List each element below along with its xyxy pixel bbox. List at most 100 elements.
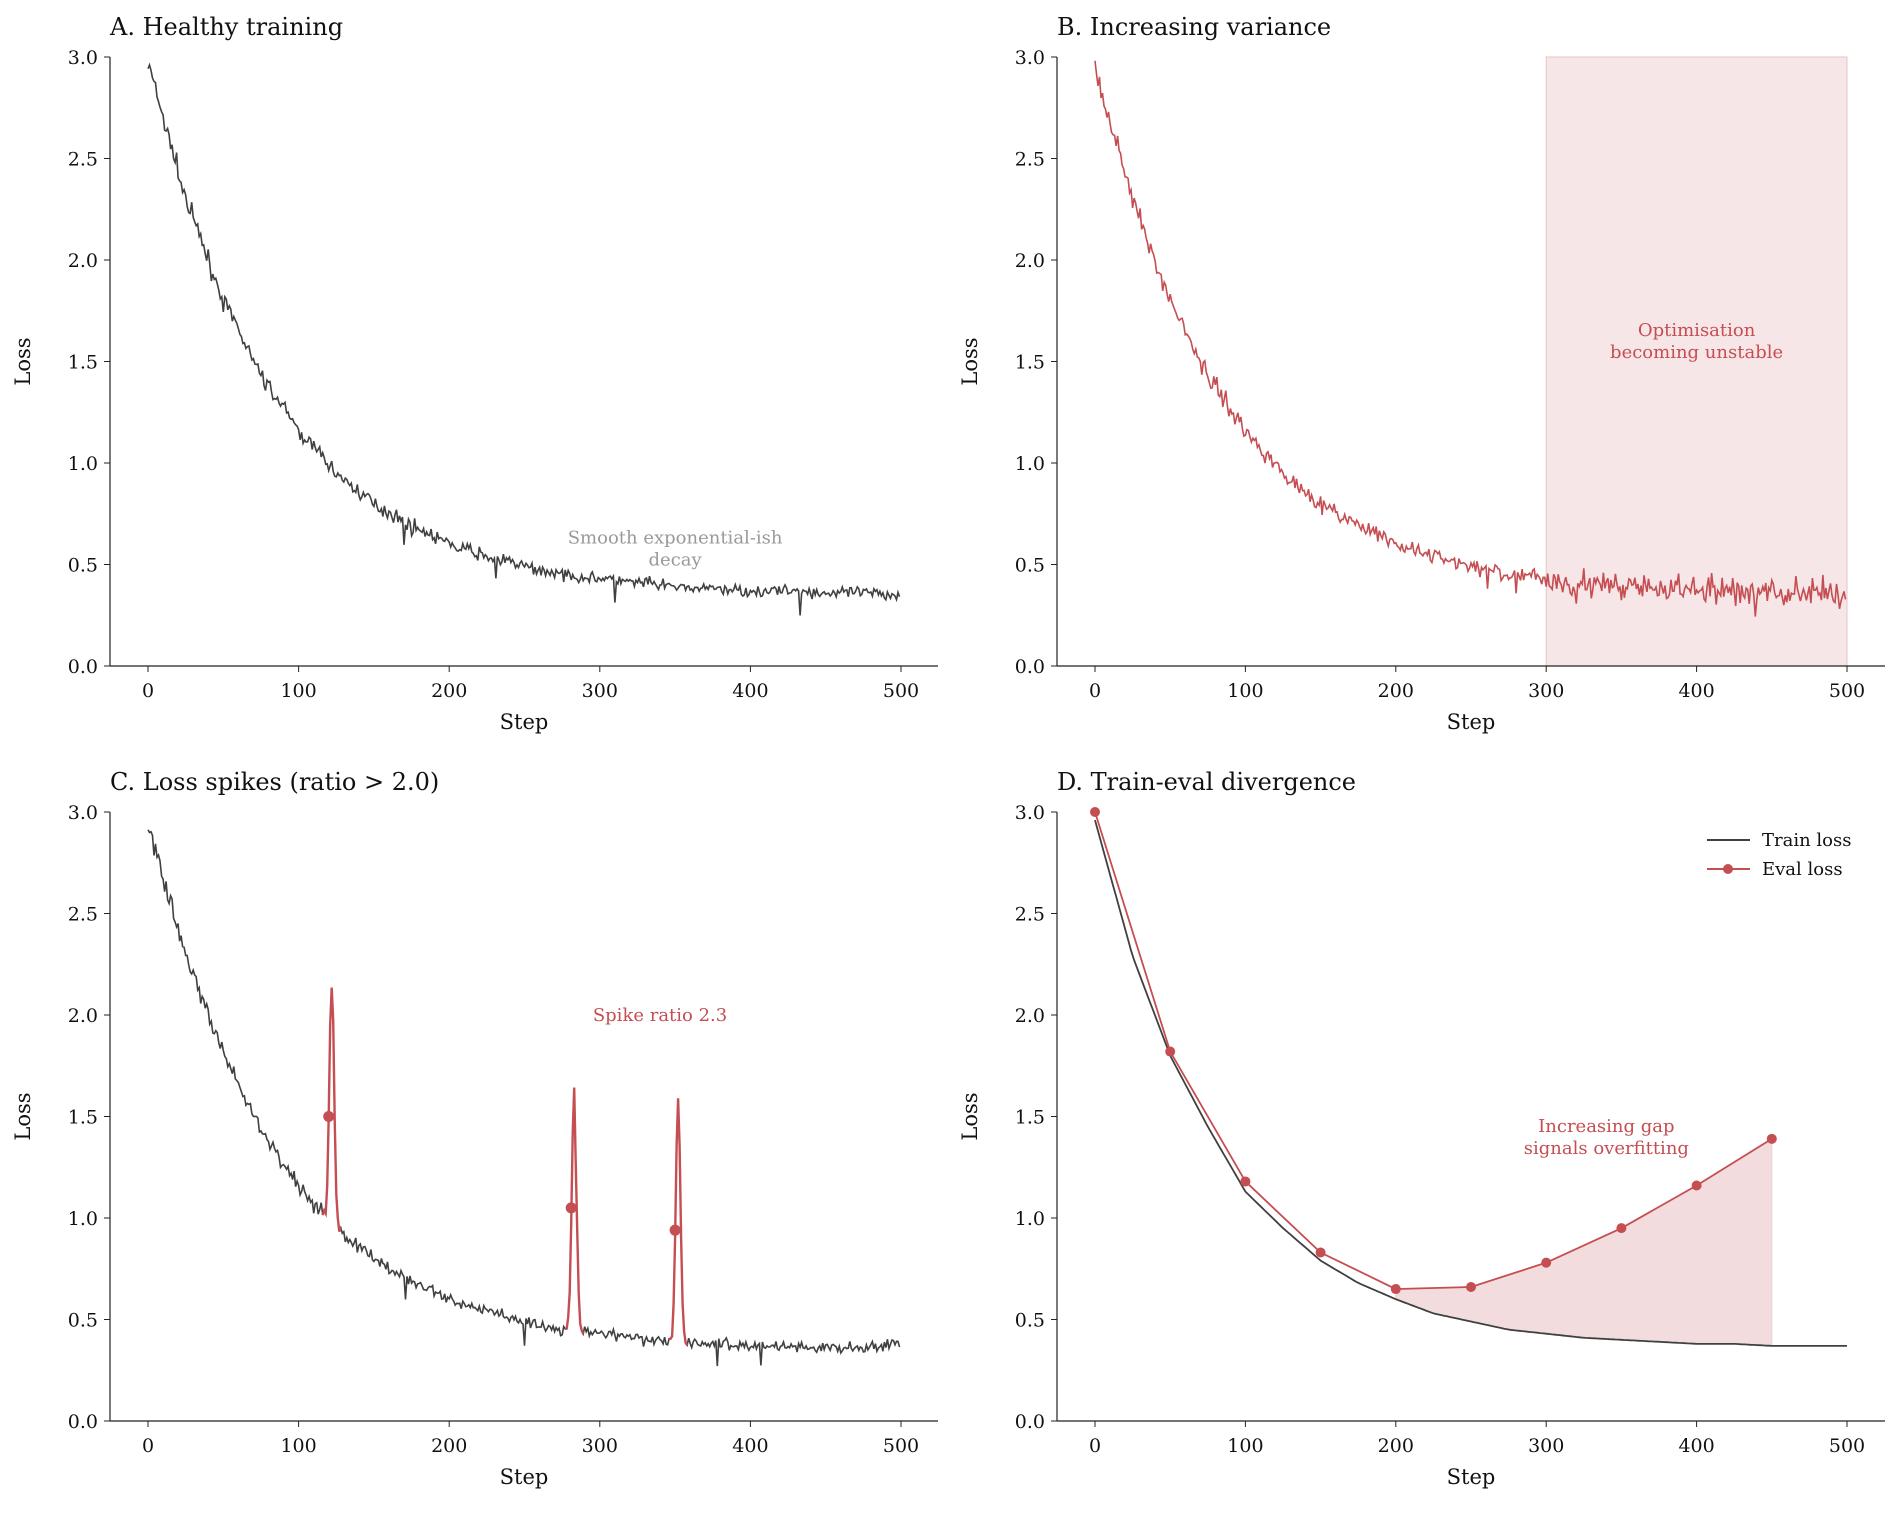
eval-point [1766,1133,1777,1144]
y-axis-label: Loss [11,337,35,385]
y-axis-label: Loss [11,1092,35,1140]
y-tick-label: 3.0 [68,47,98,69]
x-tick-label: 400 [1678,1435,1714,1457]
y-tick-label: 0.0 [68,1411,98,1433]
y-tick-label: 0.5 [68,555,98,577]
x-tick-label: 200 [1378,680,1414,702]
x-tick-label: 300 [1528,680,1564,702]
x-tick-label: 500 [1829,680,1865,702]
eval-point [1541,1257,1552,1268]
x-tick-label: 0 [1089,1435,1101,1457]
y-tick-label: 2.5 [1015,149,1045,171]
eval-point [1390,1284,1401,1295]
y-tick-label: 0.5 [1015,555,1045,577]
y-tick-label: 1.0 [1015,1208,1045,1230]
y-tick-label: 1.5 [68,352,98,374]
y-tick-label: 0.0 [1015,656,1045,678]
x-axis-label: Step [1447,710,1496,734]
y-tick-label: 3.0 [68,802,98,824]
y-axis-label: Loss [958,337,982,385]
loss-line [147,62,901,616]
train-loss-line [1094,819,1847,1347]
y-tick-label: 2.5 [68,904,98,926]
x-tick-label: 0 [142,1435,154,1457]
x-tick-label: 300 [582,680,618,702]
x-axis-label: Step [500,710,549,734]
legend-train-label: Train loss [1762,830,1851,851]
spike-segment [564,1087,585,1335]
unstable-region [1545,56,1848,667]
y-tick-label: 1.5 [1015,1107,1045,1129]
y-tick-label: 2.0 [68,250,98,272]
spike-marker [565,1202,577,1214]
annotation: signals overfitting [1524,1138,1689,1159]
x-tick-label: 100 [1227,680,1263,702]
eval-point [1165,1046,1176,1057]
spike-segment [669,1098,689,1346]
y-tick-label: 2.5 [1015,904,1045,926]
panel-d: 0 100 200 300 400 500 0.0 0.5 1.0 1.5 2.0 2.5 3.0 D. … [958,768,1885,1489]
x-tick-label: 0 [1089,680,1101,702]
loss-line [147,829,901,1367]
y-tick-label: 1.0 [68,1208,98,1230]
y-tick-label: 3.0 [1015,47,1045,69]
x-tick-label: 500 [1829,1435,1865,1457]
x-tick-label: 400 [732,680,768,702]
x-tick-label: 100 [1227,1435,1263,1457]
panel-c: 0 100 200 300 400 500 0.0 0.5 1.0 1.5 2.0 2.5 3.0 C. … [11,768,938,1489]
x-tick-label: 200 [431,1435,467,1457]
legend-eval-marker [1723,864,1733,874]
annotation: becoming unstable [1610,342,1783,363]
y-tick-label: 2.0 [68,1005,98,1027]
y-tick-label: 0.5 [1015,1310,1045,1332]
chart-title: D. Train-eval divergence [1057,768,1356,796]
legend-eval-label: Eval loss [1762,859,1843,880]
y-tick-label: 0.0 [1015,1411,1045,1433]
loss-line [1094,60,1847,617]
y-tick-label: 2.5 [68,149,98,171]
y-tick-label: 0.5 [68,1310,98,1332]
legend: Train loss Eval loss [1707,830,1851,880]
x-tick-label: 500 [883,1435,919,1457]
chart-title: C. Loss spikes (ratio > 2.0) [110,768,439,796]
y-tick-label: 1.5 [1015,352,1045,374]
eval-point [1090,807,1100,817]
eval-point [1240,1176,1251,1187]
eval-point [1315,1247,1326,1258]
eval-point [1466,1282,1476,1293]
y-tick-label: 2.0 [1015,1005,1045,1027]
y-tick-label: 3.0 [1015,802,1045,824]
x-tick-label: 100 [280,1435,316,1457]
chart-title: A. Healthy training [109,13,343,41]
x-tick-label: 300 [582,1435,618,1457]
gap-fill [1395,1137,1773,1347]
y-tick-label: 1.5 [68,1107,98,1129]
eval-point [1616,1223,1627,1234]
spike-marker [323,1111,335,1122]
y-tick-label: 2.0 [1015,250,1045,272]
x-tick-label: 100 [280,680,316,702]
x-tick-label: 200 [431,680,467,702]
x-tick-label: 400 [1678,680,1714,702]
chart-title: B. Increasing variance [1057,13,1331,41]
y-axis-label: Loss [958,1092,982,1140]
x-tick-label: 500 [883,680,919,702]
annotation: Spike ratio 2.3 [593,1005,727,1026]
annotation: Increasing gap [1538,1116,1674,1137]
x-axis-label: Step [1447,1465,1496,1489]
annotation: decay [649,549,703,570]
annotation: Smooth exponential-ish [568,527,783,548]
spike-segment [321,987,342,1232]
y-tick-label: 1.0 [1015,453,1045,475]
panel-b: 0 100 200 300 400 500 0.0 0.5 1.0 1.5 2.0 2.5 3.0 B. … [958,13,1885,734]
eval-point [1691,1180,1702,1191]
x-tick-label: 0 [142,680,154,702]
spike-marker [669,1224,681,1236]
x-tick-label: 300 [1528,1435,1564,1457]
x-tick-label: 200 [1378,1435,1414,1457]
y-tick-label: 1.0 [68,453,98,475]
annotation: Optimisation [1638,320,1756,341]
panel-a: 0 100 200 300 400 500 0.0 0.5 1.0 1.5 2.0 2.5 3.0 A. … [11,13,938,734]
y-tick-label: 0.0 [68,656,98,678]
